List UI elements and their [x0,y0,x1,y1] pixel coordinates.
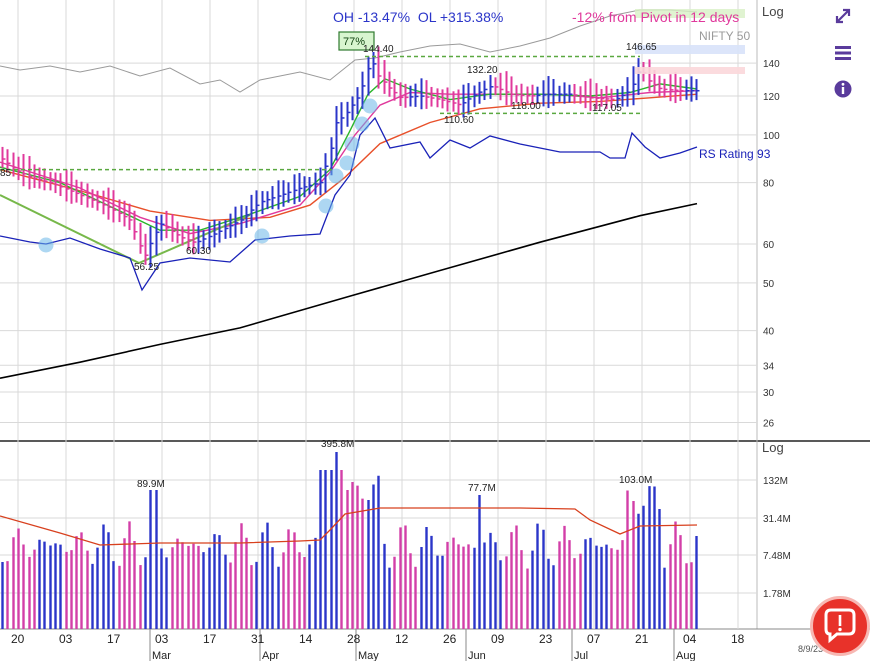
ol-label: OL [417,9,436,25]
price-tick-label: 120 [763,92,780,103]
target-band-blue [635,45,745,54]
volume-annotation: 77.7M [468,483,496,494]
date-stamp: 8/9/23 [798,644,823,654]
price-tick-label: 60 [763,240,775,251]
stack-icon [835,46,851,60]
pivot-note: -12% from Pivot in 12 days [572,9,740,25]
price-annotation: 146.65 [626,42,657,53]
rank-badge-box [338,31,375,51]
expand-button[interactable] [830,5,856,29]
price-annotation: 132.20 [467,65,498,76]
volume-tick-label: 31.4M [763,514,791,525]
x-tick-label: 23 [539,632,553,646]
info-icon [834,80,852,98]
volume-annotation: 395.8M [321,439,354,450]
price-annotation: 85 [0,168,12,179]
volume-surge-marker [318,198,334,214]
month-label: May [358,650,379,661]
base-pattern-line [0,194,251,265]
x-tick-label: 18 [731,632,745,646]
volume-surge-marker [328,168,344,184]
index-line [0,9,698,93]
volume-tick-label: 1.78M [763,589,791,600]
month-label: Mar [152,650,171,661]
help-chat-button[interactable] [810,596,870,656]
price-tick-label: 50 [763,279,775,290]
volume-surge-marker [344,136,360,152]
volume-annotation: 89.9M [137,479,165,490]
expand-arrows-icon [835,8,851,24]
volume-annotation: 103.0M [619,475,652,486]
x-tick-label: 21 [635,632,649,646]
oh-value: -13.47% [357,9,411,25]
log-scale-label-bottom: Log [762,440,784,455]
target-band-red [635,67,745,74]
index-name-label: NIFTY 50 [699,29,750,43]
price-annotation: 117.05 [592,103,622,114]
volume-surge-marker [38,237,54,253]
volume-tick-label: 132M [763,476,788,487]
month-label: Apr [262,650,279,661]
x-tick-label: 09 [491,632,505,646]
target-band-green [635,9,745,18]
price-tick-label: 140 [763,59,780,70]
price-annotation: 56.25 [134,262,159,273]
x-tick-label: 03 [155,632,169,646]
price-tick-label: 40 [763,327,775,338]
x-tick-label: 04 [683,632,697,646]
x-tick-label: 12 [395,632,409,646]
ma-200-line [0,202,698,379]
volume-tick-label: 7.48M [763,551,791,562]
price-annotation: 118.00 [511,101,541,112]
price-tick-label: 30 [763,388,775,399]
ol-value: +315.38% [439,9,504,25]
x-tick-label: 14 [299,632,313,646]
price-tick-label: 100 [763,131,780,142]
info-button[interactable] [830,77,856,101]
x-tick-label: 28 [347,632,361,646]
price-tick-label: 34 [763,361,775,372]
month-label: Aug [676,650,696,661]
volume-surge-marker [354,116,370,132]
price-annotation: 60.30 [186,246,211,257]
x-tick-label: 17 [203,632,217,646]
oh-ol-readout: OH -13.47% OL +315.38% [333,9,503,25]
x-tick-label: 07 [587,632,601,646]
volume-surge-marker [362,98,378,114]
chat-bubble-icon [824,608,856,644]
month-label: Jun [468,650,486,661]
price-annotation: 144.40 [363,44,394,55]
price-tick-label: 80 [763,179,775,190]
volume-surge-marker [339,155,355,171]
log-scale-label-top: Log [762,4,784,19]
rs-line [0,116,698,292]
rank-badge-label: 77% [343,36,365,48]
volume-average-line [0,507,698,546]
x-tick-label: 20 [11,632,25,646]
x-tick-label: 03 [59,632,73,646]
x-tick-label: 26 [443,632,457,646]
month-label: Jul [574,650,588,661]
layers-button[interactable] [830,41,856,65]
oh-label: OH [333,9,354,25]
price-tick-label: 26 [763,419,775,430]
volume-surge-marker [254,228,270,244]
rs-rating-label: RS Rating 93 [699,147,771,161]
price-annotation: 110.60 [444,115,474,126]
x-tick-label: 17 [107,632,121,646]
x-tick-label: 31 [251,632,265,646]
